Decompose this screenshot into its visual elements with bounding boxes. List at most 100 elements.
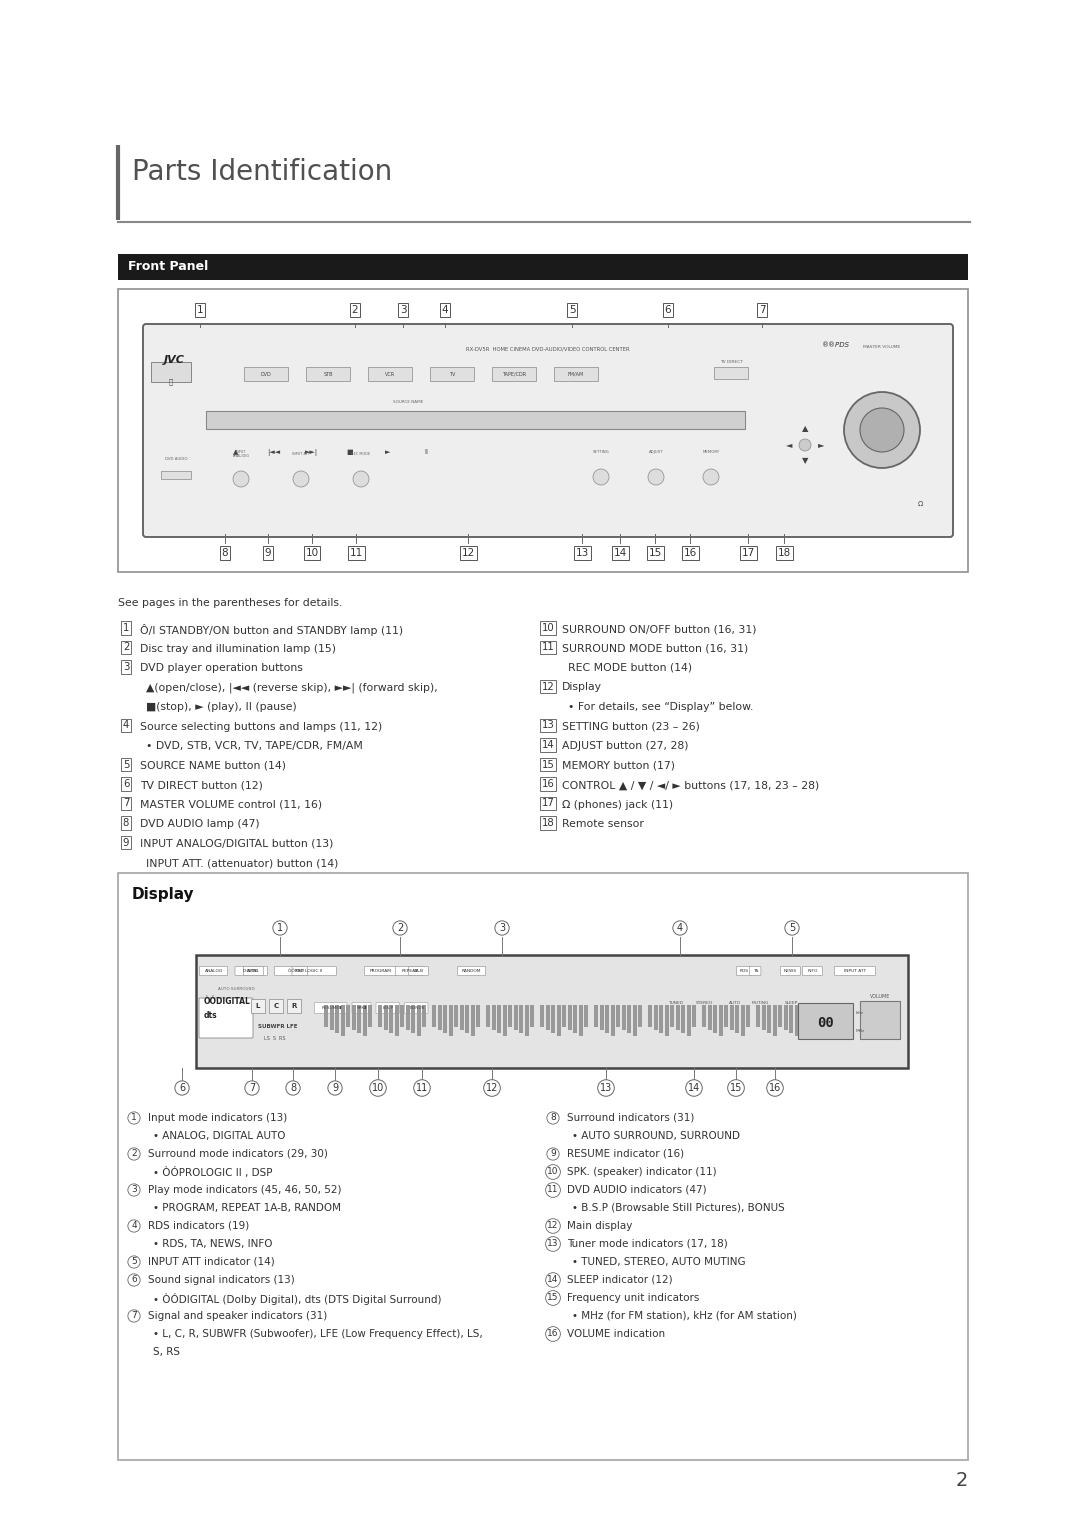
- Text: L: L: [256, 1003, 260, 1009]
- Circle shape: [703, 469, 719, 485]
- FancyBboxPatch shape: [274, 966, 336, 976]
- Circle shape: [799, 439, 811, 451]
- Text: 1A-B: 1A-B: [414, 969, 423, 972]
- Text: 18: 18: [542, 818, 554, 829]
- Bar: [798, 1003, 853, 1040]
- Bar: [638, 1005, 642, 1027]
- Text: 1: 1: [197, 304, 203, 315]
- FancyBboxPatch shape: [314, 1003, 347, 1014]
- Circle shape: [648, 469, 664, 485]
- Bar: [513, 1005, 517, 1031]
- Text: MEMORY: MEMORY: [702, 450, 719, 454]
- Text: Source selecting buttons and lamps (11, 12): Source selecting buttons and lamps (11, …: [140, 722, 382, 731]
- Text: 3: 3: [499, 924, 505, 933]
- Text: ADJUST: ADJUST: [649, 450, 663, 454]
- Text: 2: 2: [956, 1471, 968, 1489]
- Text: 11: 11: [548, 1185, 558, 1194]
- Bar: [664, 1005, 669, 1037]
- Bar: [346, 1005, 350, 1027]
- Bar: [562, 1005, 566, 1027]
- Bar: [687, 1005, 690, 1037]
- Text: 16: 16: [548, 1330, 558, 1338]
- Bar: [454, 1005, 458, 1027]
- Circle shape: [860, 408, 904, 453]
- Bar: [800, 1005, 804, 1027]
- Bar: [368, 367, 411, 381]
- Bar: [430, 367, 474, 381]
- Bar: [448, 1005, 453, 1037]
- Text: JVC: JVC: [164, 355, 185, 365]
- Bar: [378, 1005, 382, 1027]
- Bar: [340, 1005, 345, 1037]
- Text: 7: 7: [248, 1083, 255, 1093]
- Text: TV DIRECT: TV DIRECT: [719, 359, 742, 364]
- Text: 11: 11: [349, 547, 363, 558]
- Text: 13: 13: [599, 1083, 612, 1093]
- Text: 17: 17: [541, 798, 554, 809]
- FancyBboxPatch shape: [376, 1003, 400, 1014]
- Text: 8: 8: [289, 1083, 296, 1093]
- FancyBboxPatch shape: [405, 1003, 428, 1014]
- Text: VOLUME indication: VOLUME indication: [567, 1329, 665, 1339]
- Bar: [772, 1005, 777, 1037]
- Text: Sound signal indicators (13): Sound signal indicators (13): [148, 1275, 295, 1284]
- Text: • DVD, STB, VCR, TV, TAPE/CDR, FM/AM: • DVD, STB, VCR, TV, TAPE/CDR, FM/AM: [132, 742, 363, 751]
- Text: 12: 12: [548, 1222, 558, 1231]
- Bar: [675, 1005, 679, 1031]
- Text: DIGITAL: DIGITAL: [243, 969, 259, 972]
- Text: TUNED: TUNED: [669, 1001, 683, 1005]
- Text: DVD player operation buttons: DVD player operation buttons: [140, 664, 302, 673]
- Bar: [394, 1005, 399, 1037]
- Text: ■: ■: [347, 450, 353, 456]
- Text: 2: 2: [123, 642, 130, 653]
- Bar: [789, 1005, 793, 1034]
- Bar: [594, 1005, 598, 1027]
- Text: ►: ►: [818, 440, 824, 450]
- Text: PROGRAM: PROGRAM: [369, 969, 392, 972]
- Bar: [491, 1005, 496, 1031]
- Text: 7: 7: [758, 304, 766, 315]
- Bar: [422, 1005, 426, 1027]
- Text: 5: 5: [131, 1257, 137, 1266]
- Bar: [389, 1005, 393, 1034]
- Bar: [368, 1005, 372, 1027]
- Text: RDS indicators (19): RDS indicators (19): [148, 1222, 249, 1231]
- Bar: [724, 1005, 728, 1027]
- FancyBboxPatch shape: [352, 1003, 372, 1014]
- Text: Display: Display: [132, 887, 194, 902]
- Text: 11: 11: [542, 642, 554, 653]
- Text: • PROGRAM, REPEAT 1A-B, RANDOM: • PROGRAM, REPEAT 1A-B, RANDOM: [140, 1203, 341, 1212]
- Text: 8: 8: [550, 1113, 556, 1122]
- Circle shape: [353, 471, 369, 488]
- Text: C: C: [273, 1003, 279, 1009]
- Text: SOURCE NAME: SOURCE NAME: [393, 401, 423, 404]
- Text: kHz: kHz: [856, 1011, 864, 1015]
- Text: VOLUME: VOLUME: [869, 994, 890, 1000]
- Text: DVD: DVD: [260, 372, 271, 376]
- Text: II: II: [424, 450, 428, 456]
- Text: |◄◄: |◄◄: [268, 448, 281, 456]
- Text: • L, C, R, SUBWFR (Subwoofer), LFE (Low Frequency Effect), LS,: • L, C, R, SUBWFR (Subwoofer), LFE (Low …: [140, 1329, 483, 1339]
- Text: • For details, see “Display” below.: • For details, see “Display” below.: [554, 702, 754, 713]
- Text: 15: 15: [648, 547, 662, 558]
- Text: MASTER VOLUME: MASTER VOLUME: [863, 346, 901, 349]
- Bar: [357, 1005, 361, 1034]
- FancyBboxPatch shape: [243, 966, 264, 976]
- Text: INPUT ATT. (attenuator) button (14): INPUT ATT. (attenuator) button (14): [132, 858, 338, 868]
- Text: STB: STB: [323, 372, 333, 376]
- Text: 14: 14: [542, 740, 554, 751]
- FancyBboxPatch shape: [781, 966, 800, 976]
- Text: 5: 5: [788, 924, 795, 933]
- Bar: [746, 1005, 750, 1027]
- Bar: [118, 289, 968, 572]
- Bar: [567, 1005, 571, 1031]
- Text: 13: 13: [548, 1240, 558, 1249]
- FancyBboxPatch shape: [143, 324, 953, 537]
- Text: ◄: ◄: [786, 440, 793, 450]
- Text: 2: 2: [131, 1150, 137, 1159]
- Text: 1: 1: [123, 622, 130, 633]
- Text: 13: 13: [576, 547, 589, 558]
- Text: 17: 17: [741, 547, 755, 558]
- Bar: [244, 367, 288, 381]
- Text: REPEAT: REPEAT: [402, 969, 418, 972]
